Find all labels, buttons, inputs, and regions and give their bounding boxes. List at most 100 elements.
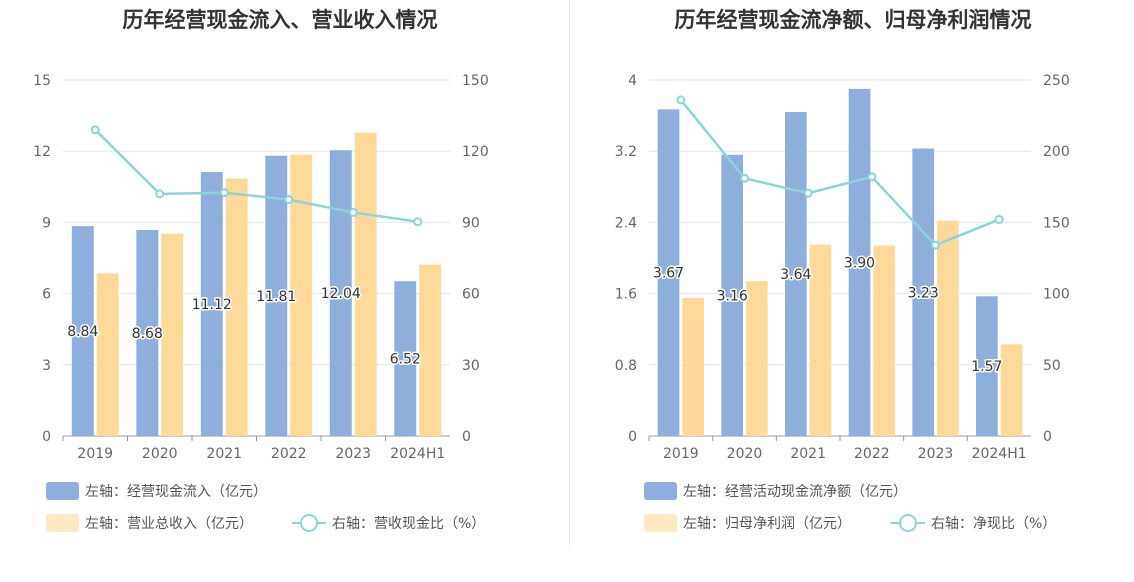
right-axis-tick-label: 100 <box>1043 287 1070 303</box>
bar-net-profit[interactable] <box>937 220 959 436</box>
bar-net-profit[interactable] <box>1000 344 1023 436</box>
line-point[interactable] <box>90 125 100 135</box>
panel-divider <box>569 0 570 545</box>
legend-swatch-bar <box>46 482 79 500</box>
bar-cash-inflow[interactable] <box>71 226 94 436</box>
chart-panel-net-cashflow-profit: 历年经营现金流净额、归母净利润情况 0 0 0.8 50 1.6 100 2.4 150 3.2… <box>573 0 1133 582</box>
legend-item-revenue[interactable]: 左轴：营业总收入（亿元） <box>46 513 253 533</box>
right-axis-tick-label: 50 <box>1043 358 1061 374</box>
x-axis-category-label: 2020 <box>142 446 178 462</box>
legend-item-net-profit[interactable]: 左轴：归母净利润（亿元） <box>644 513 851 533</box>
right-axis-tick-label: 150 <box>1043 215 1070 231</box>
chart-title: 历年经营现金流入、营业收入情况 <box>122 8 438 32</box>
bar-data-label: 8.84 <box>67 324 98 340</box>
legend-swatch-bar <box>644 514 677 532</box>
x-axis-category-label: 2021 <box>790 446 826 462</box>
bar-revenue[interactable] <box>419 264 442 436</box>
bar-data-label: 11.81 <box>256 289 296 305</box>
left-axis-tick-label: 0.8 <box>615 358 637 374</box>
x-axis-category-label: 2024H1 <box>390 446 445 462</box>
bar-net-cashflow[interactable] <box>976 296 998 436</box>
bar-revenue[interactable] <box>354 132 377 437</box>
left-axis-tick-label: 1.6 <box>615 287 637 303</box>
bar-net-profit[interactable] <box>746 281 768 436</box>
legend-item-revenue-cash-ratio[interactable]: 右轴：营收现金比（%） <box>292 513 485 533</box>
line-series-net-cash-ratio <box>679 99 1000 247</box>
line-point[interactable] <box>155 189 165 199</box>
left-axis-tick-label: 3.2 <box>615 144 637 160</box>
bar-data-label: 3.23 <box>908 285 939 301</box>
legend-item-cash-inflow[interactable]: 左轴：经营现金流入（亿元） <box>46 481 267 501</box>
bar-data-label: 11.12 <box>192 297 232 313</box>
left-axis-tick-label: 6 <box>42 287 51 303</box>
bar-cash-inflow[interactable] <box>200 172 223 436</box>
left-axis-tick-label: 15 <box>33 73 51 89</box>
bar-data-label: 8.68 <box>132 326 163 342</box>
left-axis-tick-label: 4 <box>628 73 637 89</box>
bar-net-cashflow[interactable] <box>785 112 807 436</box>
left-axis-tick-label: 0 <box>42 429 51 445</box>
bar-data-label: 3.90 <box>844 255 875 271</box>
bar-net-cashflow[interactable] <box>657 109 680 437</box>
legend-label: 左轴：归母净利润（亿元） <box>683 516 851 532</box>
x-axis-category-label: 2019 <box>663 446 699 462</box>
x-axis-category-label: 2022 <box>854 446 890 462</box>
right-axis-tick-label: 250 <box>1043 73 1070 89</box>
x-axis-category-label: 2021 <box>206 446 242 462</box>
legend-item-net-cashflow[interactable]: 左轴：经营活动现金流净额（亿元） <box>644 481 907 501</box>
line-point[interactable] <box>994 215 1004 225</box>
line-point[interactable] <box>219 188 229 198</box>
bar-revenue[interactable] <box>161 233 184 436</box>
bar-data-label: 12.04 <box>321 286 361 302</box>
line-point[interactable] <box>740 173 749 183</box>
x-axis-category-label: 2024H1 <box>972 446 1027 462</box>
legend-item-net-cash-ratio[interactable]: 右轴：净现比（%） <box>891 513 1056 533</box>
chart-plot-net-cashflow-profit: 0 0 0.8 50 1.6 100 2.4 150 3.2 200 4 250 2019 2020 202… <box>615 73 1070 462</box>
left-axis-tick-label: 3 <box>42 358 51 374</box>
legend-label: 右轴：净现比（%） <box>931 516 1057 532</box>
bar-net-cashflow[interactable] <box>912 148 934 436</box>
bar-revenue[interactable] <box>96 273 119 436</box>
line-point[interactable] <box>676 95 686 105</box>
chart-plot-cash-inflow-revenue: 0 0 3 30 6 60 9 90 12 120 15 150 2019 2020 2021 2022 202… <box>33 73 489 462</box>
bar-cash-inflow[interactable] <box>265 155 288 436</box>
bar-cash-inflow[interactable] <box>329 150 352 436</box>
bar-revenue[interactable] <box>290 154 313 436</box>
line-point[interactable] <box>284 195 294 205</box>
line-point[interactable] <box>413 217 423 227</box>
right-axis-tick-label: 0 <box>462 429 471 445</box>
legend-label: 左轴：营业总收入（亿元） <box>85 516 253 532</box>
bar-net-profit[interactable] <box>809 244 832 436</box>
legend-label: 右轴：营收现金比（%） <box>332 516 486 532</box>
line-point[interactable] <box>348 207 358 217</box>
x-axis-category-label: 2020 <box>727 446 763 462</box>
right-axis-tick-label: 120 <box>462 144 489 160</box>
bar-cash-inflow[interactable] <box>136 229 159 436</box>
bar-net-cashflow[interactable] <box>848 88 871 437</box>
legend-swatch-line <box>292 514 326 532</box>
bar-data-label: 1.57 <box>971 359 1002 375</box>
x-axis-category-label: 2023 <box>335 446 371 462</box>
left-axis-tick-label: 2.4 <box>615 215 637 231</box>
right-axis-tick-label: 150 <box>462 73 489 89</box>
right-axis-tick-label: 0 <box>1043 429 1052 445</box>
bar-data-label: 3.67 <box>653 266 684 282</box>
legend-swatch-line <box>891 514 925 532</box>
legend-label: 左轴：经营现金流入（亿元） <box>85 484 267 500</box>
bar-data-label: 3.16 <box>717 288 748 304</box>
line-point[interactable] <box>867 172 877 182</box>
left-axis-tick-label: 9 <box>42 215 51 231</box>
line-point[interactable] <box>803 188 813 198</box>
bar-data-label: 6.52 <box>390 352 421 368</box>
bar-net-cashflow[interactable] <box>721 154 743 436</box>
bar-net-profit[interactable] <box>873 245 895 436</box>
line-point[interactable] <box>931 240 940 250</box>
legend-swatch-bar <box>46 514 79 532</box>
bar-revenue[interactable] <box>225 178 248 436</box>
bar-net-profit[interactable] <box>682 298 704 436</box>
left-axis-tick-label: 0 <box>628 429 637 445</box>
line-series-revenue-cash-ratio <box>94 128 418 223</box>
right-axis-tick-label: 60 <box>462 287 480 303</box>
bar-cash-inflow[interactable] <box>394 281 417 436</box>
